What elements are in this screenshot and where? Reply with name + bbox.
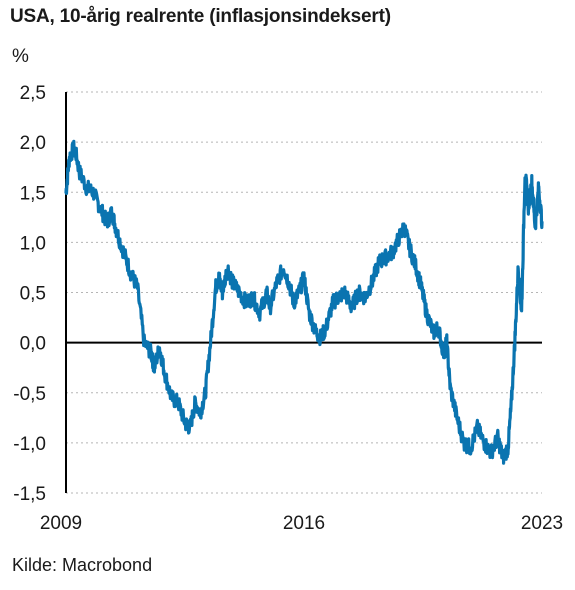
y-axis-unit: % bbox=[12, 46, 29, 67]
x-tick-label: 2009 bbox=[40, 513, 82, 534]
y-axis-ticks: 2,5 2,0 1,5 1,0 0,5 0,0 -0,5 -1,0 -1,5 bbox=[13, 83, 46, 505]
y-tick-label: 0,5 bbox=[20, 284, 46, 305]
y-tick-label: -0,5 bbox=[13, 384, 46, 405]
y-tick-label: 0,0 bbox=[20, 334, 46, 355]
y-tick-label: -1,0 bbox=[13, 434, 46, 455]
y-tick-label: 2,0 bbox=[20, 133, 46, 154]
source-note: Kilde: Macrobond bbox=[12, 555, 153, 575]
y-tick-label: 2,5 bbox=[20, 83, 46, 104]
x-tick-label: 2023 bbox=[521, 513, 563, 534]
y-tick-label: -1,5 bbox=[13, 484, 46, 505]
x-axis-ticks: 2009 2016 2023 bbox=[40, 513, 563, 534]
x-tick-label: 2016 bbox=[283, 513, 325, 534]
y-tick-label: 1,5 bbox=[20, 183, 46, 204]
y-tick-label: 1,0 bbox=[20, 233, 46, 254]
series-line bbox=[64, 139, 544, 465]
chart-title: USA, 10-årig realrente (inflasjonsindeks… bbox=[10, 6, 391, 27]
